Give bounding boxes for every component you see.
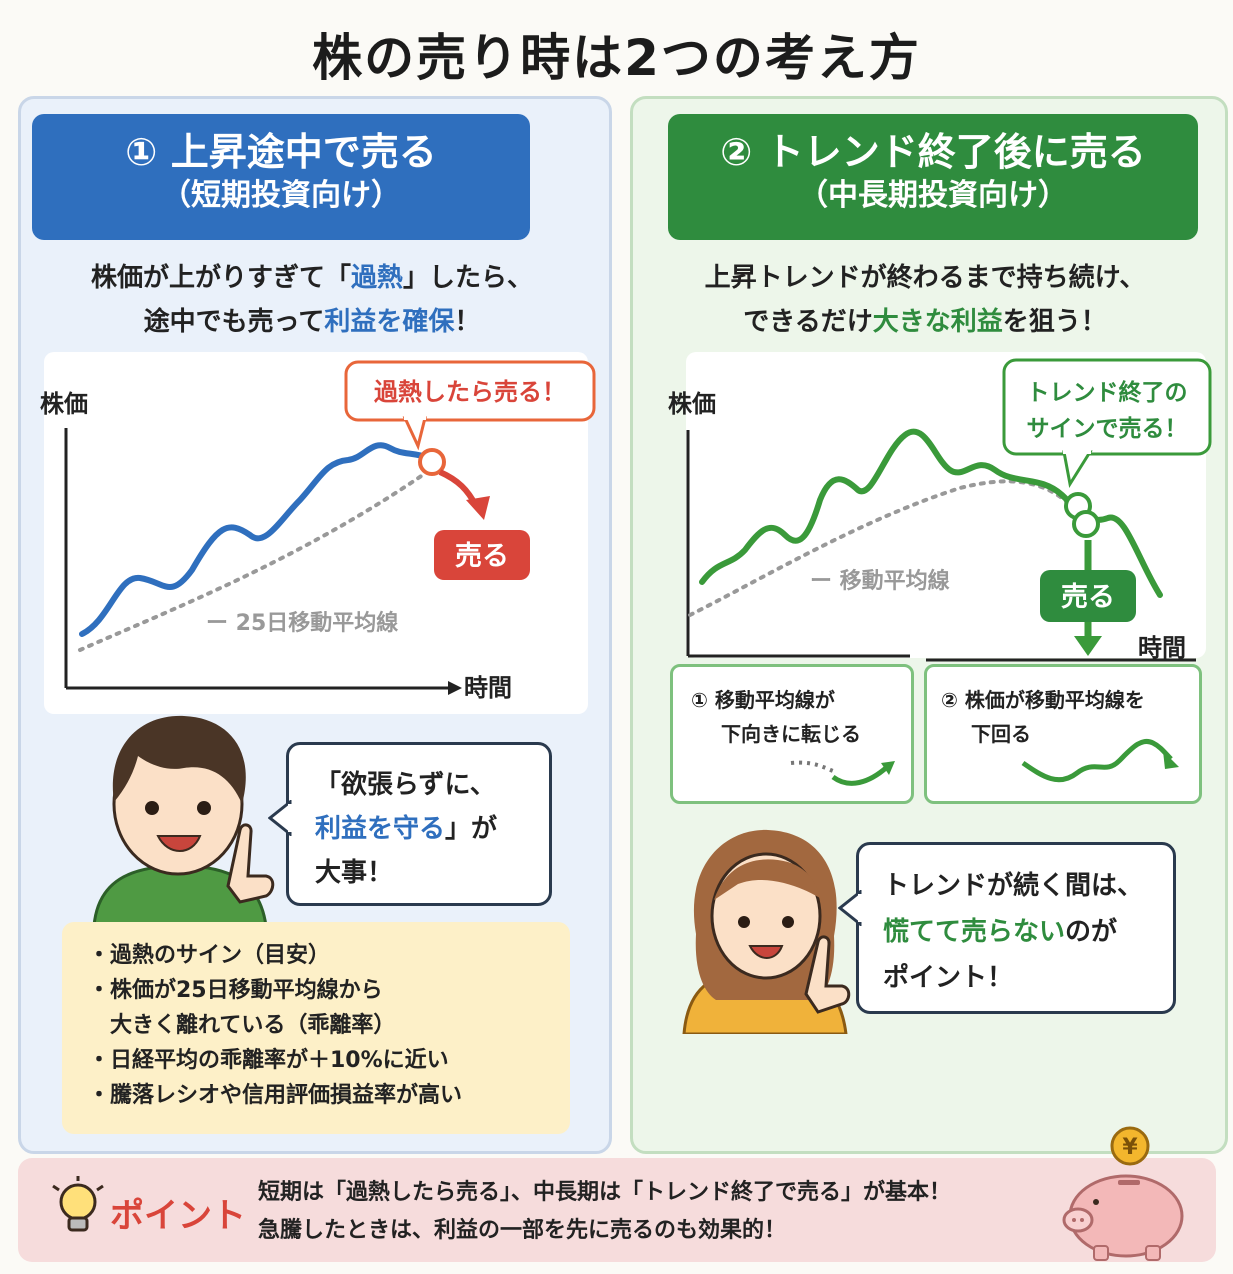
moving-average-line <box>78 468 432 652</box>
sell-label: 売る <box>1061 582 1115 613</box>
sell-badge <box>434 530 530 580</box>
moving-average-label: ー 移動平均線 <box>810 568 950 594</box>
boy-right-eye <box>197 801 211 815</box>
overheat-sign-item: ・日経平均の乖離率が＋10%に近い <box>88 1048 449 1073</box>
intro-highlight-secure-profit: 利益を確保 <box>324 307 455 337</box>
intro-text: を狙う！ <box>1002 307 1107 337</box>
svg-text:¥: ¥ <box>1122 1135 1138 1160</box>
girl-mouth <box>748 945 784 959</box>
sign-text: 下回る <box>971 722 1031 746</box>
overheat-signs-box: ・過熱のサイン（目安） ・株価が25日移動平均線から 大きく離れている（乖離率）… <box>62 922 570 1134</box>
point-label: ポイント <box>110 1196 246 1236</box>
short-term-speech-bubble: 「欲張らずに、 利益を守る」が 大事！ <box>286 742 552 906</box>
price-line <box>79 442 433 637</box>
overheat-sign-item: 大きく離れている（乖離率） <box>88 1013 396 1038</box>
yen-coin-icon <box>1110 1126 1150 1166</box>
overheat-sign-item: ・騰落レシオや信用評価損益率が高い <box>88 1083 463 1108</box>
girl-left-eye <box>738 916 750 928</box>
price-crossing-icon <box>1021 739 1179 783</box>
bubble-tail <box>838 890 862 926</box>
x-axis-arrow <box>448 681 462 695</box>
trend-end-callout-tail <box>1062 450 1093 489</box>
sell-label: 売る <box>455 541 509 572</box>
bubble-highlight-protect-profit: 利益を守る <box>315 814 446 844</box>
intro-text: 株価が上がりすぎて「 <box>90 263 351 293</box>
boy-left-eye <box>145 801 159 815</box>
trend-curve <box>831 765 889 786</box>
callout-tail-mask <box>404 414 426 420</box>
sign-text: ② 株価が移動平均線を <box>941 688 1145 712</box>
point-text: 短期は「過熱したら売る」、中長期は「トレンド終了で売る」が基本！ 急騰したときは… <box>258 1174 951 1250</box>
intro-text: ！ <box>454 307 481 337</box>
point-line: 短期は「過熱したら売る」、中長期は「トレンド終了で売る」が基本！ <box>258 1180 952 1205</box>
trend-end-sign-2: ② 株価が移動平均線を 下回る <box>924 664 1202 804</box>
boy-character <box>92 715 275 926</box>
short-term-intro: 株価が上がりすぎて「過熱」したら、 途中でも売って利益を確保！ <box>32 256 592 344</box>
y-axis-label: 株価 <box>40 390 88 418</box>
sell-point-marker <box>418 448 446 476</box>
bubble-tail <box>268 800 292 836</box>
boy-pointing-hand <box>226 823 275 904</box>
overheat-signs-title: ・過熱のサイン（目安） <box>88 943 331 968</box>
boy-hair <box>112 715 246 804</box>
girl-character <box>682 829 851 1034</box>
y-axis-label: 株価 <box>668 390 716 418</box>
overheat-sign-item: ・株価が25日移動平均線から <box>88 978 383 1003</box>
x-axis-label: 時間 <box>464 674 512 702</box>
short-term-banner: ① 上昇途中で売る （短期投資向け） <box>32 114 530 240</box>
piggy-bank-icon: ¥ <box>1062 1126 1184 1261</box>
intro-text: 途中でも売って <box>143 307 325 337</box>
callout-tail-mask <box>1063 448 1091 454</box>
girl-pointing-hand <box>804 935 851 1014</box>
point-bar <box>18 1158 1216 1262</box>
point-line: 急騰したときは、利益の一部を先に売るのも効果的！ <box>258 1218 787 1243</box>
long-term-speech-bubble: トレンドが続く間は、 慌てて売らないのが ポイント！ <box>856 842 1176 1014</box>
long-term-banner-title: ② トレンド終了後に売る <box>720 130 1146 174</box>
sell-arrow-head <box>1074 636 1102 656</box>
long-term-banner: ② トレンド終了後に売る （中長期投資向け） <box>668 114 1198 240</box>
trend-end-marker <box>1072 510 1100 538</box>
sign-text: ① 移動平均線が <box>691 688 835 712</box>
moving-average-label: ー 25日移動平均線 <box>206 610 398 636</box>
trend-end-callout <box>1002 358 1212 456</box>
intro-highlight-big-profit: 大きな利益 <box>872 307 1003 337</box>
trend-arrow-head <box>881 761 895 775</box>
price-cross-curve <box>1021 739 1173 783</box>
trend-end-sign-1: ① 移動平均線が 下向きに転じる <box>670 664 914 804</box>
intro-text: 」したら、 <box>403 263 534 293</box>
long-term-banner-subtitle: （中長期投資向け） <box>798 178 1068 213</box>
girl-bangs <box>714 859 820 900</box>
bubble-text: ポイント！ <box>883 963 1014 993</box>
ma-turning-icon <box>790 760 895 786</box>
intro-text: できるだけ <box>743 307 873 337</box>
short-term-banner-subtitle: （短期投資向け） <box>161 178 401 213</box>
boy-mouth <box>156 835 202 852</box>
ma-dotted-line <box>790 760 834 773</box>
overheat-callout <box>344 360 596 422</box>
intro-text: 上昇トレンドが終わるまで持ち続け、 <box>704 263 1146 293</box>
page-title: 株の売り時は2つの考え方 <box>312 29 921 87</box>
short-term-banner-title: ① 上昇途中で売る <box>125 130 437 174</box>
bubble-text: のが <box>1065 917 1118 947</box>
trend-end-callout-line1: トレンド終了の <box>1027 379 1188 406</box>
bubble-text: 「欲張らずに、 <box>315 770 496 800</box>
intro-highlight-overheat: 過熱 <box>350 263 403 293</box>
sign-text: 下向きに転じる <box>721 722 861 746</box>
bubble-text: 」が <box>445 814 498 844</box>
sell-badge <box>1040 570 1136 622</box>
sell-arrow-head <box>466 496 490 520</box>
bubble-highlight-dont-panic: 慌てて売らない <box>883 917 1066 947</box>
bubble-text: トレンドが続く間は、 <box>883 871 1144 901</box>
x-axis-label: 時間 <box>1138 634 1186 662</box>
bubble-text: 大事！ <box>315 858 394 888</box>
long-term-intro: 上昇トレンドが終わるまで持ち続け、 できるだけ大きな利益を狙う！ <box>640 256 1210 344</box>
lightbulb-icon <box>52 1176 104 1232</box>
overheat-callout-text: 過熱したら売る！ <box>374 378 566 406</box>
girl-right-eye <box>782 916 794 928</box>
price-cross-arrow-head <box>1163 751 1179 769</box>
trend-end-callout-line2: サインで売る！ <box>1027 416 1188 442</box>
